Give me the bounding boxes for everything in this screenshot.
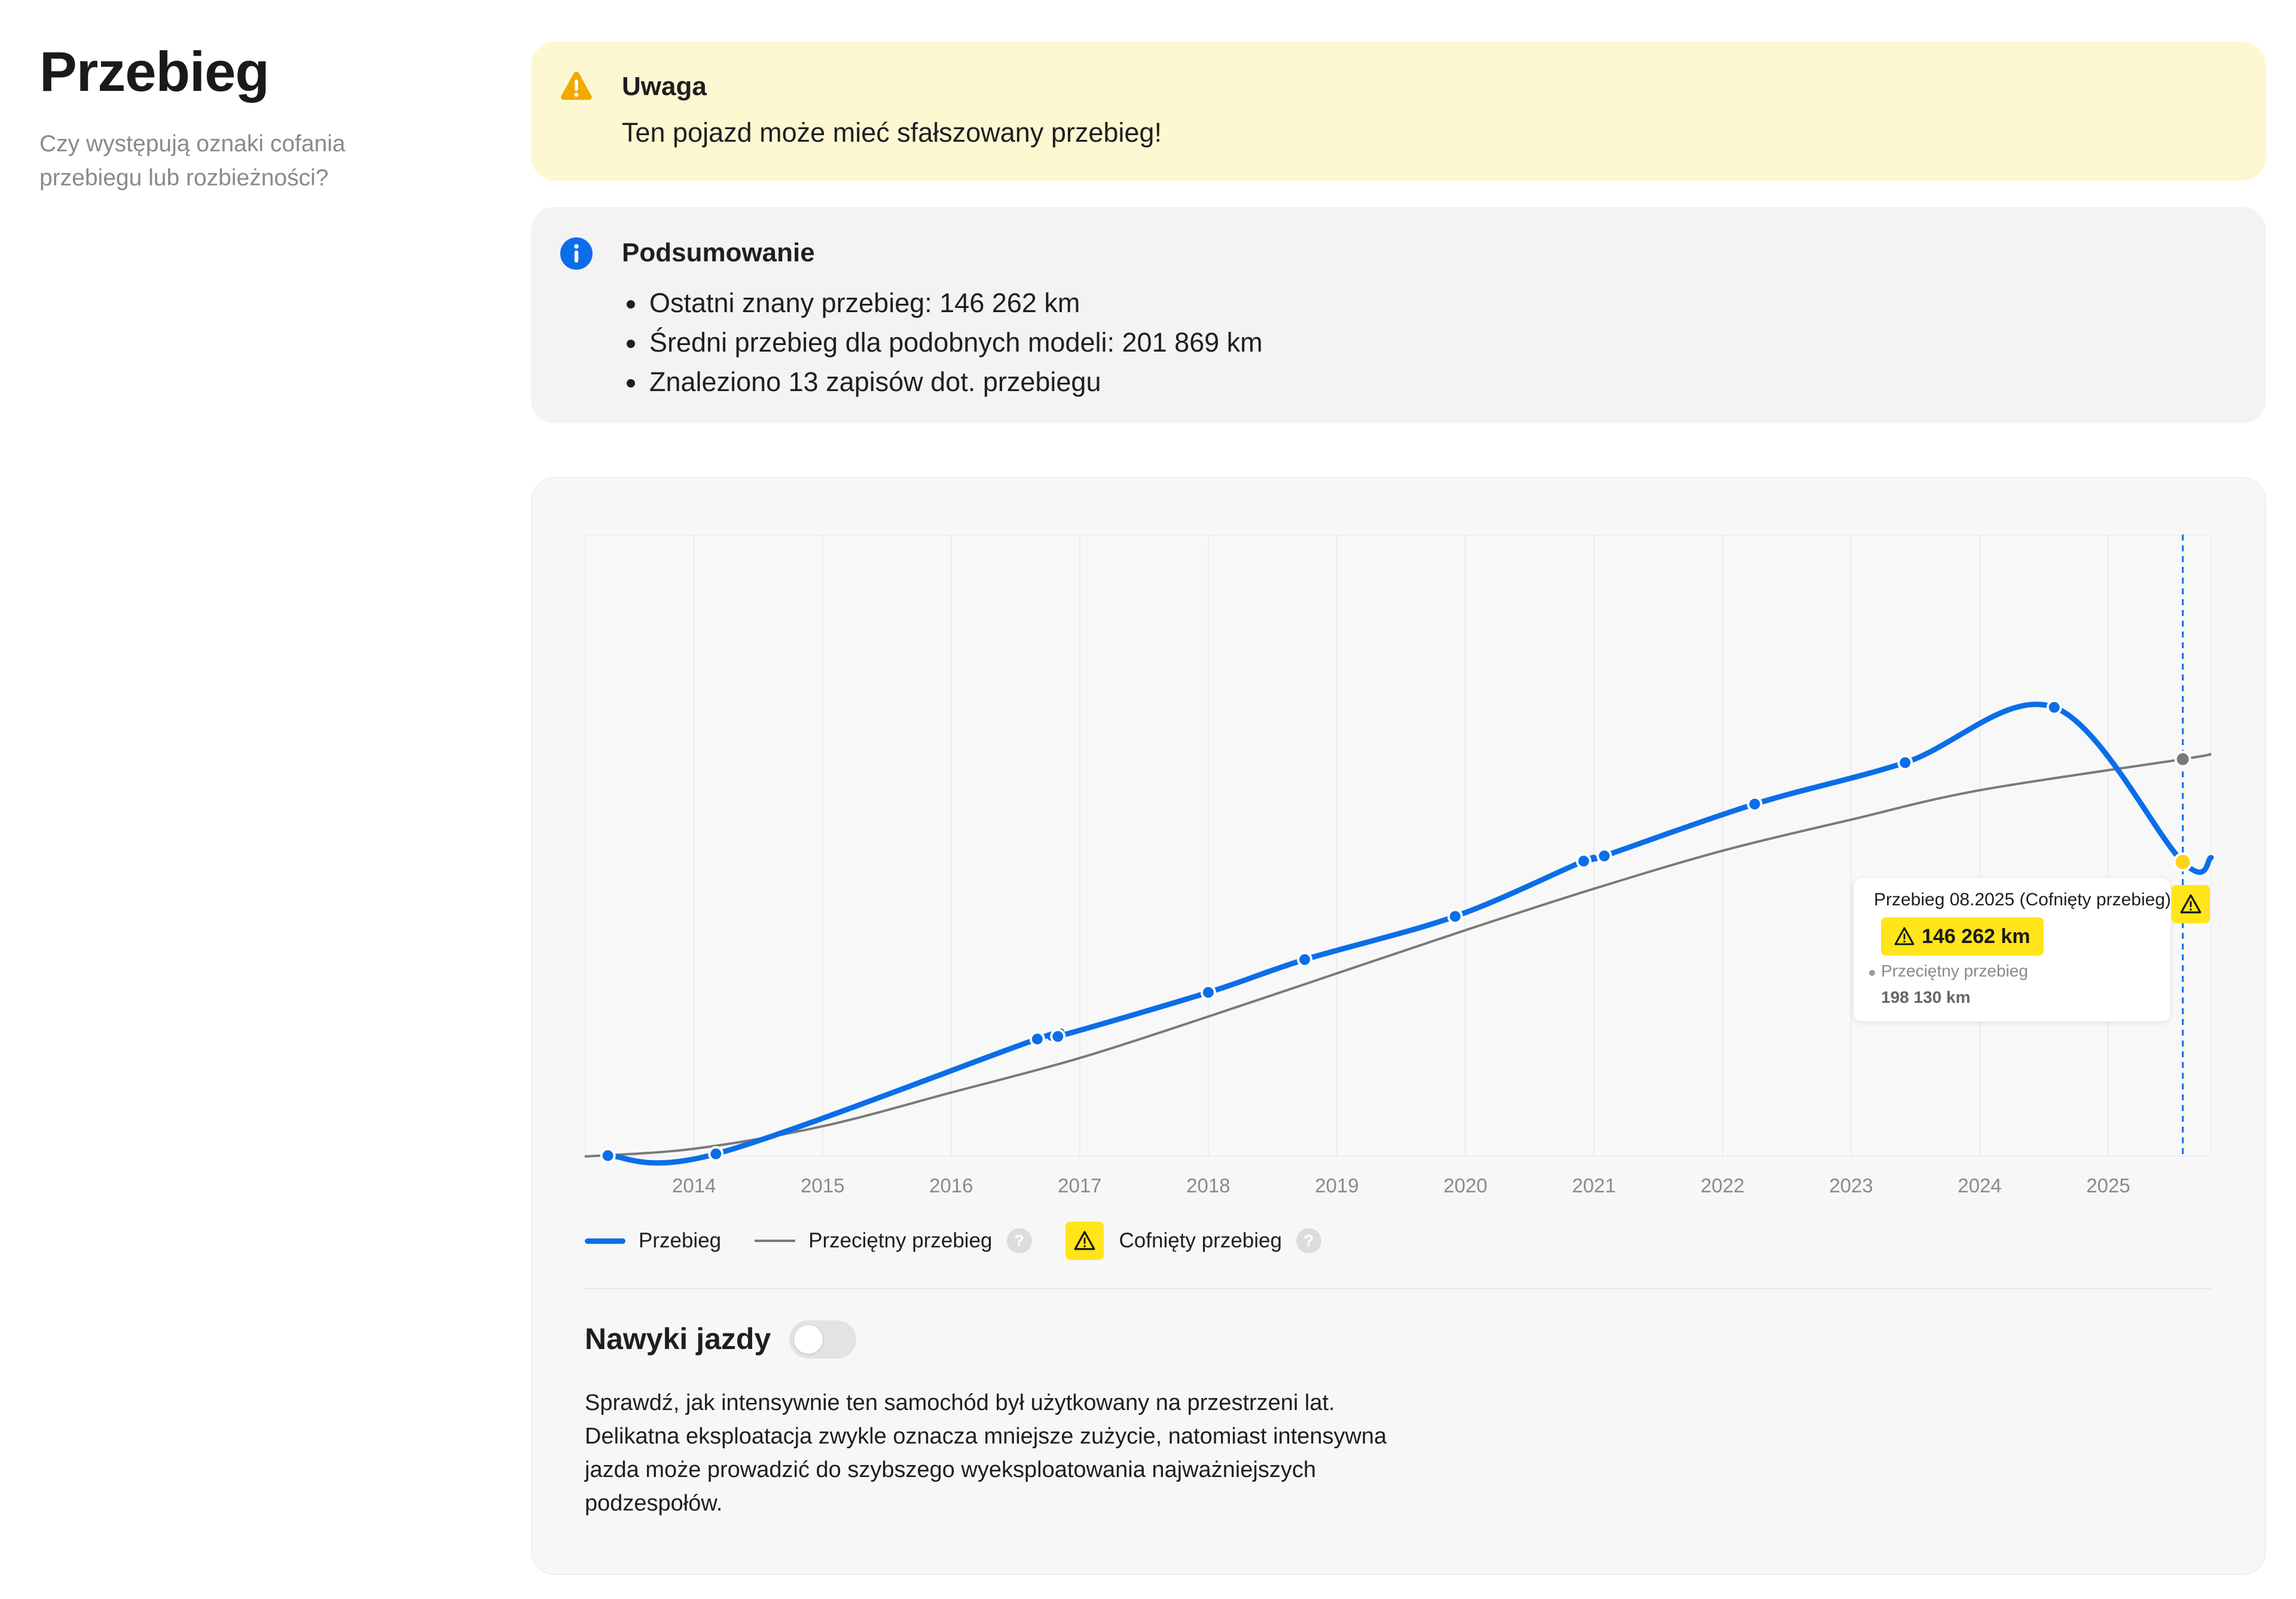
summary-title: Podsumowanie	[622, 238, 815, 267]
x-tick-label: 2025	[2086, 1174, 2130, 1197]
x-tick-label: 2017	[1058, 1174, 1101, 1197]
rollback-point	[2173, 852, 2193, 872]
section-header: Przebieg Czy występują oznaki cofania pr…	[39, 39, 410, 195]
mileage-point	[1297, 951, 1313, 968]
average-mileage-line	[584, 752, 2212, 1158]
tooltip-value-badge: 146 262 km	[1881, 917, 2044, 956]
page-title: Przebieg	[39, 40, 270, 103]
legend-swatch	[585, 1238, 625, 1244]
legend-item-rollback[interactable]: Cofnięty przebieg ?	[1065, 1222, 1321, 1260]
mileage-point	[708, 1146, 724, 1162]
help-icon[interactable]: ?	[1006, 1228, 1032, 1253]
mileage-point	[1596, 848, 1613, 864]
warning-text: Ten pojazd może mieć sfałszowany przebie…	[622, 117, 1162, 148]
warning-card: Uwaga Ten pojazd może mieć sfałszowany p…	[531, 42, 2266, 181]
x-tick-label: 2018	[1186, 1174, 1230, 1197]
driving-habits-description: Sprawdź, jak intensywnie ten samochód by…	[585, 1390, 1387, 1516]
chart-tooltip: Przebieg 08.2025 (Cofnięty przebieg) 146…	[1854, 878, 2170, 1021]
legend-label: Przeciętny przebieg	[808, 1229, 993, 1252]
tooltip-value: 146 262 km	[1922, 924, 2031, 948]
legend-label: Cofnięty przebieg	[1119, 1229, 1282, 1252]
mileage-point	[2046, 699, 2062, 715]
driving-habits-title: Nawyki jazdy	[585, 1322, 771, 1356]
mileage-chart-card: 2014 2015 2016 2017 2018 2019 2020 2021 2022 2023…	[531, 477, 2266, 1575]
mileage-point	[1747, 796, 1763, 812]
warning-triangle-icon	[1074, 1231, 1095, 1250]
summary-item: Średni przebieg dla podobnych modeli: 20…	[622, 323, 1263, 362]
summary-list: Ostatni znany przebieg: 146 262 km Średn…	[622, 283, 1263, 402]
warning-title: Uwaga	[622, 72, 707, 101]
tooltip-average-value: 198 130 km	[1881, 988, 1971, 1006]
help-icon[interactable]: ?	[1296, 1228, 1321, 1253]
summary-item: Ostatni znany przebieg: 146 262 km	[622, 283, 1263, 323]
mileage-point	[1447, 908, 1463, 924]
toggle-knob	[794, 1325, 823, 1354]
legend-swatch	[1065, 1222, 1104, 1260]
warning-triangle-icon	[1894, 927, 1915, 945]
driving-habits-toggle[interactable]	[789, 1320, 856, 1359]
mileage-chart[interactable]: 2014 2015 2016 2017 2018 2019 2020 2021 2022 2023…	[532, 478, 2267, 1220]
chart-legend: Przebieg Przeciętny przebieg ? Cofnięty …	[585, 1220, 1355, 1262]
mileage-point	[1897, 755, 1913, 771]
x-tick-label: 2016	[929, 1174, 973, 1197]
mileage-point	[1029, 1031, 1045, 1047]
legend-item-average[interactable]: Przeciętny przebieg ?	[755, 1228, 1032, 1253]
average-point	[2174, 750, 2191, 768]
mileage-line	[605, 701, 2214, 1166]
mileage-point	[1200, 984, 1216, 1000]
summary-item: Znaleziono 13 zapisów dot. przebiegu	[622, 362, 1263, 402]
x-tick-label: 2020	[1443, 1174, 1487, 1197]
x-tick-label: 2024	[1958, 1174, 2001, 1197]
info-icon	[560, 237, 593, 270]
x-tick-label: 2019	[1315, 1174, 1358, 1197]
mileage-point	[1050, 1029, 1066, 1045]
tooltip-average-label: Przeciętny przebieg	[1881, 962, 2028, 980]
x-tick-label: 2015	[801, 1174, 844, 1197]
summary-card: Podsumowanie Ostatni znany przebieg: 146…	[531, 207, 2266, 423]
x-tick-label: 2022	[1700, 1174, 1744, 1197]
average-dot	[1869, 970, 1875, 976]
warning-triangle-icon	[2180, 894, 2202, 914]
x-tick-label: 2023	[1829, 1174, 1873, 1197]
x-tick-label: 2014	[672, 1174, 716, 1197]
page-subtitle: Czy występują oznaki cofania przebiegu l…	[39, 131, 346, 191]
legend-swatch	[755, 1240, 796, 1242]
x-tick-label: 2021	[1572, 1174, 1616, 1197]
legend-item-mileage[interactable]: Przebieg	[585, 1229, 721, 1253]
mileage-point	[600, 1148, 616, 1164]
divider	[585, 1288, 2211, 1289]
legend-label: Przebieg	[639, 1229, 722, 1252]
plot-area	[585, 535, 2211, 1156]
warning-triangle-icon	[561, 72, 592, 100]
rollback-flag[interactable]	[2172, 885, 2210, 923]
tooltip-title: Przebieg 08.2025 (Cofnięty przebieg)	[1874, 890, 2170, 910]
mileage-point	[1576, 853, 1592, 869]
